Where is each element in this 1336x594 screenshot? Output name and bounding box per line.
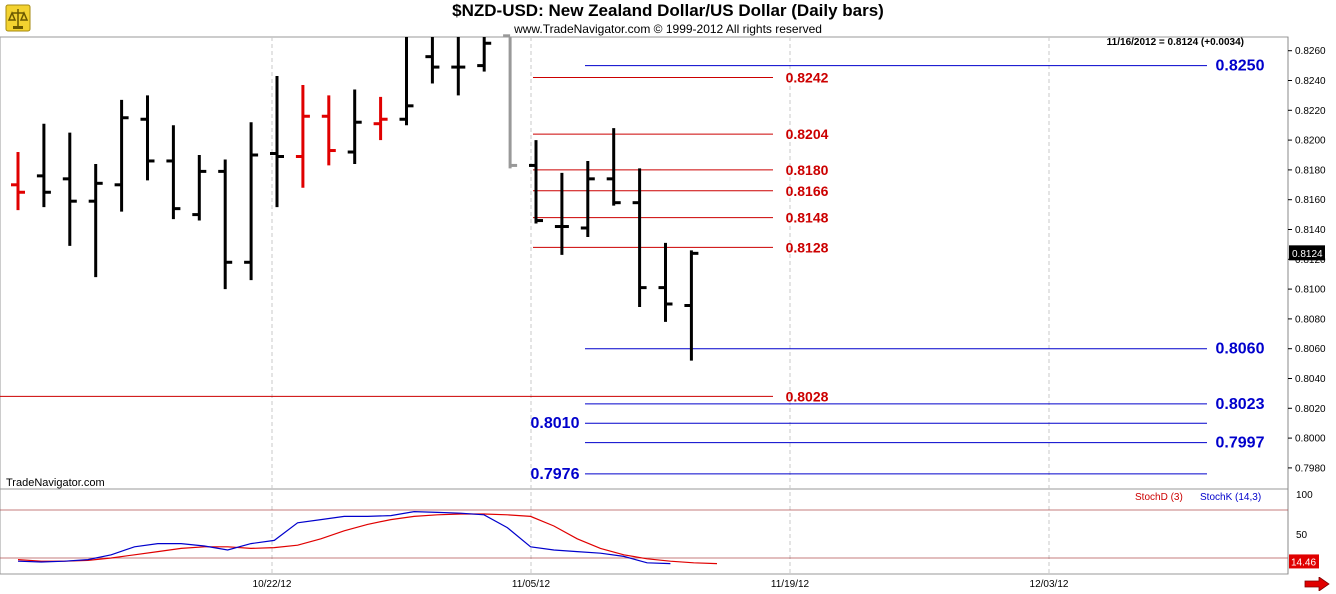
level-label-0.8166: 0.8166 — [786, 183, 829, 199]
y-tick-label: 0.8080 — [1295, 314, 1326, 325]
y-tick-label: 0.7980 — [1295, 463, 1326, 474]
x-tick-label: 10/22/12 — [253, 579, 292, 590]
level-label-0.8028: 0.8028 — [786, 388, 829, 404]
level-label-0.7997: 0.7997 — [1216, 435, 1265, 452]
y-tick-label: 0.8240 — [1295, 76, 1326, 87]
level-label-0.8010: 0.8010 — [531, 415, 580, 432]
copyright-text: www.TradeNavigator.com © 1999-2012 All r… — [514, 22, 822, 36]
trade-navigator-logo-icon[interactable] — [3, 2, 33, 34]
stoch-tick-label: 50 — [1296, 530, 1308, 541]
level-label-0.7976: 0.7976 — [531, 466, 580, 483]
level-label-0.8180: 0.8180 — [786, 162, 829, 178]
stoch-value-label: 14.46 — [1291, 557, 1316, 568]
chart-frame — [0, 36, 1289, 575]
y-tick-label: 0.8060 — [1295, 344, 1326, 355]
price-bars — [11, 34, 699, 361]
chart-grid — [271, 37, 1050, 574]
stoch-d-legend[interactable]: StochD (3) — [1135, 492, 1183, 503]
level-label-0.8242: 0.8242 — [786, 70, 829, 86]
y-tick-label: 0.8040 — [1295, 374, 1326, 385]
y-tick-label: 0.8160 — [1295, 195, 1326, 206]
stoch-d-line — [17, 513, 718, 565]
x-tick-label: 11/19/12 — [771, 579, 810, 590]
y-tick-label: 0.8000 — [1295, 434, 1326, 445]
last-price-label: 0.8124 — [1292, 249, 1323, 260]
y-tick-label: 0.8200 — [1295, 136, 1326, 147]
y-tick-label: 0.8140 — [1295, 225, 1326, 236]
level-label-0.8128: 0.8128 — [786, 239, 829, 255]
y-tick-label: 0.8100 — [1295, 285, 1326, 296]
date-axis: 10/22/12 11/05/12 11/19/12 12/03/12 — [253, 579, 1069, 590]
plot-area — [0, 36, 1289, 575]
y-tick-label: 0.8180 — [1295, 165, 1326, 176]
last-price-box — [1289, 245, 1325, 261]
level-label-0.8148: 0.8148 — [786, 210, 829, 226]
stoch-k-legend[interactable]: StochK (14,3) — [1200, 492, 1262, 503]
level-lines: 0.8250 0.8242 0.8204 0.8180 0.8166 0.8148 0.81… — [0, 58, 1265, 483]
stoch-tick-label: 100 — [1296, 490, 1313, 501]
chart-title: $NZD-USD: New Zealand Dollar/US Dollar (… — [452, 1, 884, 20]
x-tick-label: 11/05/12 — [512, 579, 551, 590]
last-price-readout: 11/16/2012 = 0.8124 (+0.0034) — [1106, 37, 1244, 48]
y-tick-label: 0.8220 — [1295, 106, 1326, 117]
stoch-value-box — [1289, 554, 1319, 569]
x-tick-label: 12/03/12 — [1030, 579, 1069, 590]
level-label-0.8204: 0.8204 — [786, 126, 829, 142]
y-tick-label: 0.8020 — [1295, 404, 1326, 415]
stochastic-panel: 100 50 14.46 — [0, 490, 1319, 569]
level-label-0.8250: 0.8250 — [1216, 58, 1265, 75]
level-label-0.8023: 0.8023 — [1216, 396, 1265, 413]
y-tick-label: 0.8260 — [1295, 46, 1326, 57]
stoch-k-line — [17, 510, 671, 565]
level-label-0.8060: 0.8060 — [1216, 341, 1265, 358]
scroll-right-arrow-icon[interactable] — [1304, 577, 1330, 591]
footer-credit: TradeNavigator.com — [6, 477, 105, 489]
price-axis: 0.8260 0.8240 0.8220 0.8200 0.8180 0.8160 0.81… — [1288, 46, 1326, 474]
